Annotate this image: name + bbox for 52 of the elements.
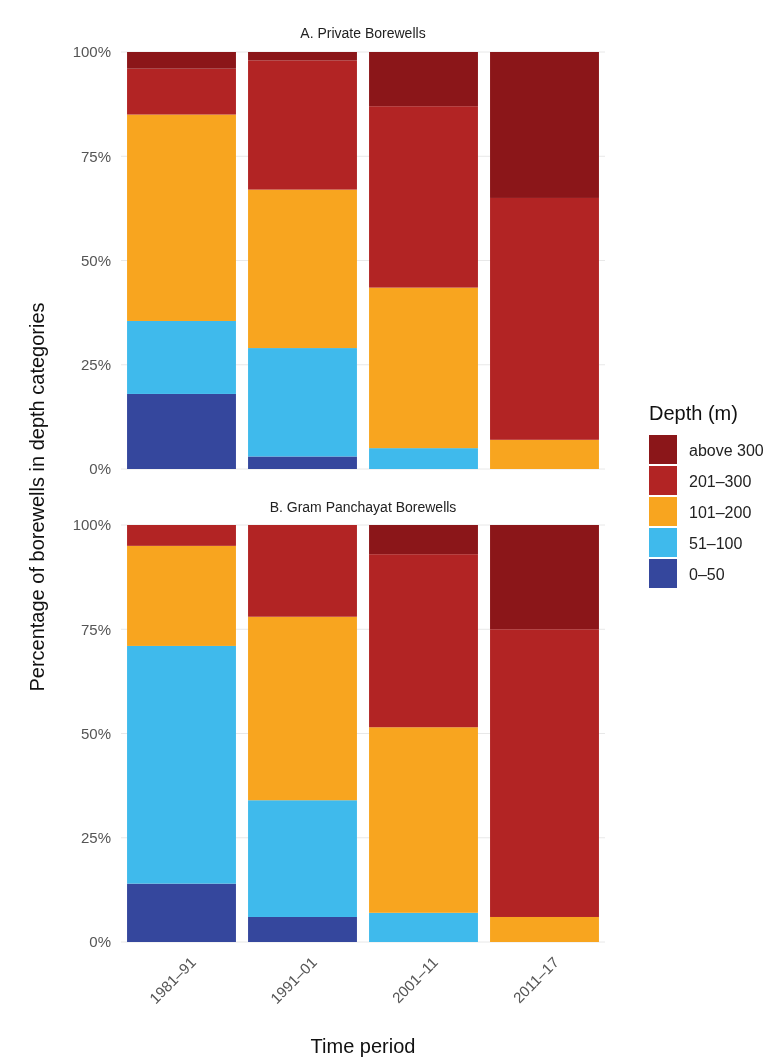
bar	[127, 320, 236, 394]
bar	[490, 916, 599, 942]
bar	[369, 727, 478, 913]
y-tick-label: 0%	[89, 933, 111, 951]
bar	[248, 60, 357, 190]
bar	[127, 52, 236, 69]
bar	[490, 439, 599, 469]
legend-label: 0–50	[689, 565, 725, 583]
bar	[127, 114, 236, 321]
bar	[248, 916, 357, 942]
bar	[127, 68, 236, 115]
bar	[248, 189, 357, 349]
y-tick-label: 0%	[89, 460, 111, 478]
y-tick-label: 75%	[80, 620, 111, 638]
bar	[369, 287, 478, 449]
bar	[369, 52, 478, 107]
bar	[248, 800, 357, 917]
y-tick-label: 50%	[80, 251, 111, 269]
y-axis-title: Percentage of borewells in depth categories	[26, 302, 48, 692]
y-tick-label: 50%	[80, 724, 111, 742]
bar	[248, 348, 357, 457]
bar	[127, 525, 236, 546]
y-tick-label: 100%	[72, 516, 111, 534]
bar	[490, 629, 599, 917]
bar	[369, 448, 478, 469]
legend-label: 51–100	[689, 534, 743, 552]
bar	[369, 106, 478, 288]
legend-label: 101–200	[689, 503, 752, 521]
legend-label: above 300	[689, 441, 764, 459]
bar	[127, 883, 236, 942]
chart-title: A. Private Borewells	[300, 25, 426, 41]
bar	[369, 525, 478, 555]
y-tick-label: 25%	[80, 356, 111, 373]
x-axis-title: Time period	[310, 1035, 416, 1057]
bar	[369, 912, 478, 942]
bar	[490, 52, 599, 198]
bar	[248, 52, 357, 61]
bar	[248, 456, 357, 469]
bar	[127, 393, 236, 469]
bar	[248, 525, 357, 617]
bar	[369, 554, 478, 728]
bar	[490, 197, 599, 440]
y-tick-label: 25%	[80, 829, 111, 846]
chart-title: B. Gram Panchayat Borewells	[269, 499, 457, 515]
bar	[490, 525, 599, 630]
y-tick-label: 100%	[72, 43, 111, 61]
y-tick-label: 75%	[80, 147, 111, 165]
legend-title: Depth (m)	[649, 402, 738, 424]
legend-label: 201–300	[689, 472, 752, 490]
bar	[127, 545, 236, 646]
bar	[127, 645, 236, 884]
bar	[248, 616, 357, 801]
